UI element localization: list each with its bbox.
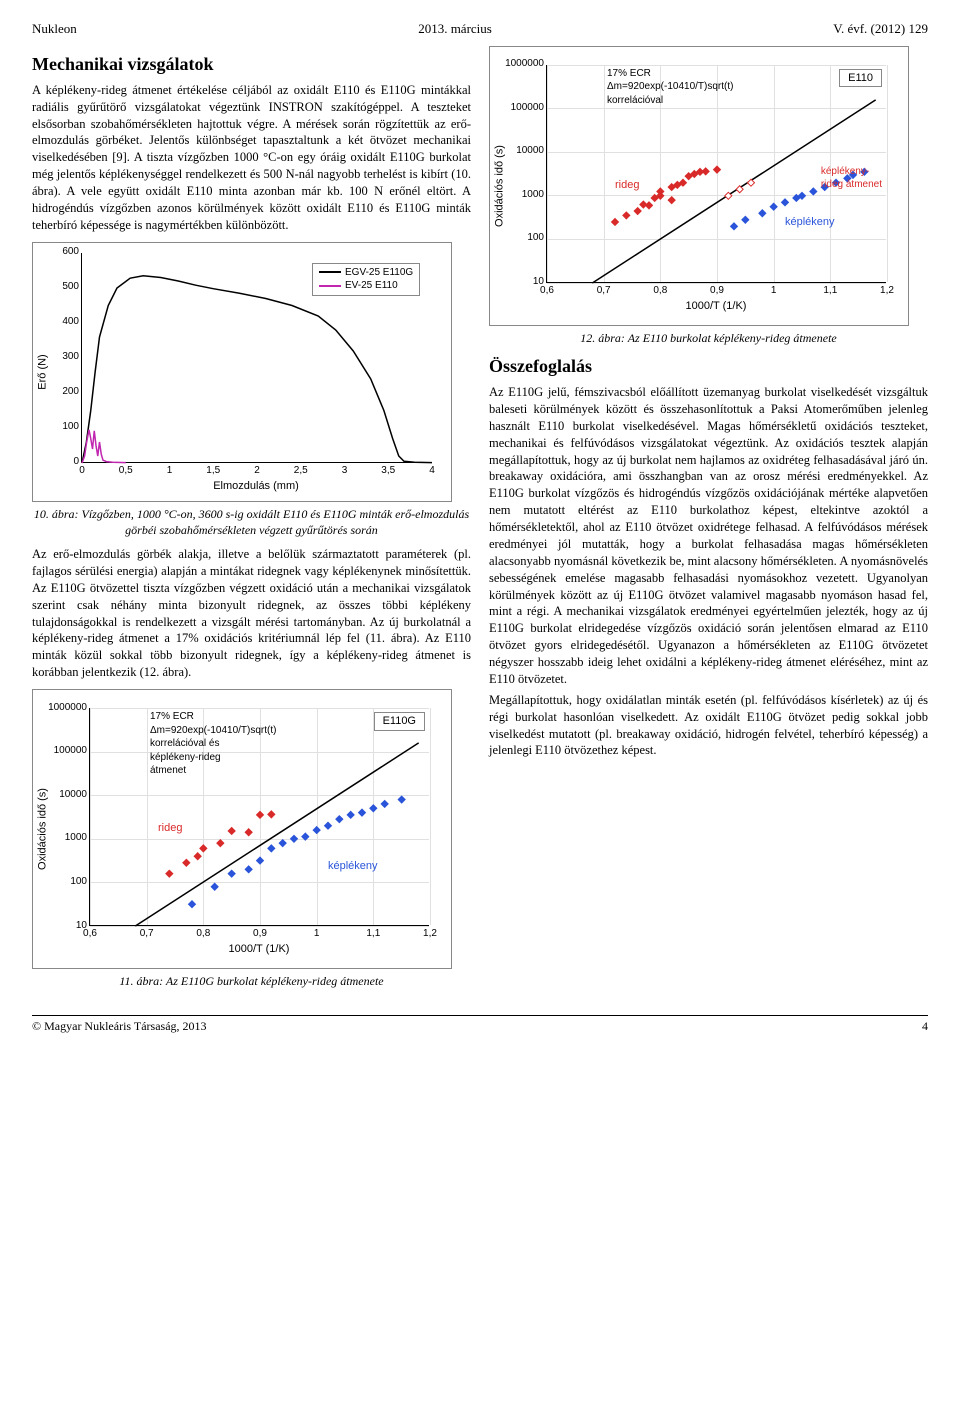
figure-12: 0,60,70,80,911,11,2101001000100001000001… (489, 46, 928, 346)
footer-left: © Magyar Nukleáris Társaság, 2013 (32, 1018, 207, 1034)
left-column: Mechanikai vizsgálatok A képlékeny-rideg… (32, 46, 471, 998)
header-right: V. évf. (2012) 129 (833, 20, 928, 38)
para-mech-1: A képlékeny-rideg átmenet értékelése cél… (32, 82, 471, 234)
para-summary-1: Az E110G jelű, fémszivacsból előállított… (489, 384, 928, 688)
fig12-caption: 12. ábra: Az E110 burkolat képlékeny-rid… (489, 330, 928, 346)
header-center: 2013. március (418, 20, 492, 38)
fig10-caption: 10. ábra: Vízgőzben, 1000 °C-on, 3600 s-… (32, 506, 471, 538)
fig12-chart: 0,60,70,80,911,11,2101001000100001000001… (489, 46, 909, 326)
page-header: Nukleon 2013. március V. évf. (2012) 129 (32, 20, 928, 38)
header-left: Nukleon (32, 20, 77, 38)
page-footer: © Magyar Nukleáris Társaság, 2013 4 (32, 1015, 928, 1034)
fig11-caption: 11. ábra: Az E110G burkolat képlékeny-ri… (32, 973, 471, 989)
figure-11: 0,60,70,80,911,11,2101001000100001000001… (32, 689, 471, 989)
fig11-chart: 0,60,70,80,911,11,2101001000100001000001… (32, 689, 452, 969)
fig10-chart: 00,511,522,533,540100200300400500600EGV-… (32, 242, 452, 502)
section-mechanikai: Mechanikai vizsgálatok (32, 52, 471, 76)
footer-right: 4 (922, 1018, 928, 1034)
figure-10: 00,511,522,533,540100200300400500600EGV-… (32, 242, 471, 538)
section-osszefoglalas: Összefoglalás (489, 354, 928, 378)
para-mech-2: Az erő-elmozdulás görbék alakja, illetve… (32, 546, 471, 681)
right-column: 0,60,70,80,911,11,2101001000100001000001… (489, 46, 928, 998)
para-summary-2: Megállapítottuk, hogy oxidálatlan minták… (489, 692, 928, 760)
